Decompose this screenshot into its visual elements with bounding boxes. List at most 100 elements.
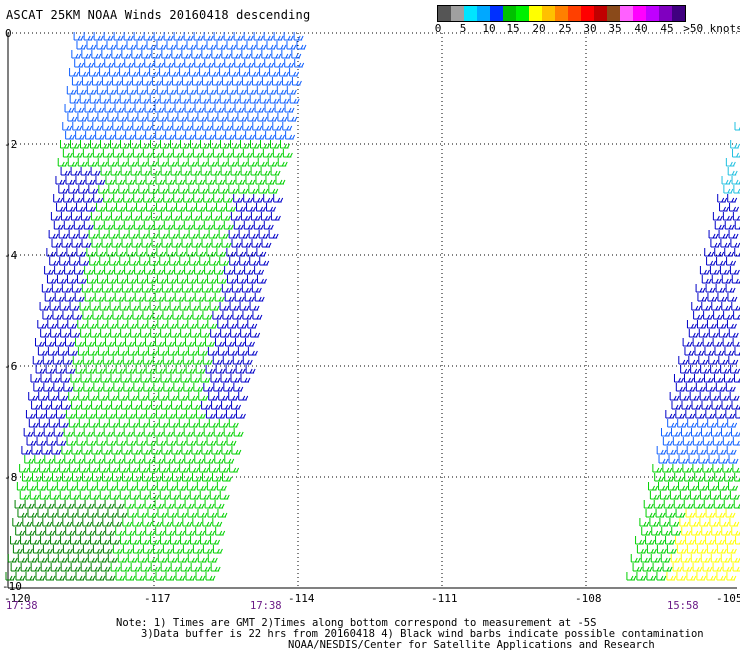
wind-barb	[19, 464, 30, 473]
wind-barb	[192, 122, 203, 131]
wind-barb	[128, 419, 139, 428]
wind-barb	[96, 41, 107, 50]
wind-barb	[252, 149, 263, 158]
wind-barb	[171, 77, 182, 86]
wind-barb	[155, 572, 166, 581]
wind-barb	[180, 167, 191, 176]
wind-barb	[197, 320, 208, 329]
wind-barb	[731, 176, 740, 185]
wind-barb	[732, 149, 740, 158]
wind-barb	[710, 554, 721, 563]
wind-barb	[131, 473, 142, 482]
wind-barb	[74, 104, 85, 113]
wind-barb	[690, 554, 701, 563]
wind-barb	[707, 293, 718, 302]
wind-barb	[259, 95, 270, 104]
wind-barb	[691, 401, 702, 410]
wind-barb	[64, 455, 75, 464]
wind-barb	[162, 356, 173, 365]
wind-barb	[636, 545, 647, 554]
wind-barb	[55, 338, 65, 347]
wind-barb	[62, 518, 73, 527]
wind-barb	[665, 410, 676, 419]
wind-barb	[675, 509, 686, 518]
wind-barb	[160, 563, 171, 572]
wind-barb	[228, 230, 239, 239]
wind-barb	[241, 284, 252, 293]
wind-barb	[242, 356, 253, 365]
wind-barb	[114, 455, 125, 464]
wind-barb	[148, 230, 159, 239]
wind-barb	[104, 266, 115, 275]
wind-barb	[115, 338, 125, 347]
wind-barb	[220, 167, 231, 176]
wind-barb	[245, 365, 256, 374]
wind-barb	[222, 122, 233, 131]
wind-barb	[686, 446, 697, 455]
wind-barb	[52, 545, 63, 554]
wind-barb	[711, 527, 722, 536]
wind-barb	[76, 41, 87, 50]
wind-barb	[85, 365, 96, 374]
wind-barb	[115, 365, 126, 374]
wind-barb	[206, 41, 217, 50]
wind-barb	[291, 77, 302, 86]
wind-barb	[701, 428, 711, 437]
wind-barb	[693, 500, 704, 509]
wind-barb	[121, 401, 132, 410]
wind-barb	[134, 266, 145, 275]
wind-barb	[720, 239, 731, 248]
wind-barb	[92, 311, 103, 320]
wind-barb	[166, 41, 177, 50]
wind-barb	[105, 338, 115, 347]
wind-barb	[250, 167, 261, 176]
wind-barb	[67, 509, 78, 518]
wind-barb	[78, 419, 89, 428]
wind-barb	[149, 140, 160, 149]
wind-barb	[72, 356, 83, 365]
wind-barb	[705, 383, 716, 392]
wind-barb	[229, 140, 240, 149]
wind-barb	[120, 212, 131, 221]
wind-barb	[193, 428, 204, 437]
wind-barb	[653, 500, 664, 509]
wind-barb	[164, 266, 175, 275]
wind-barb	[109, 68, 120, 77]
wind-barb	[39, 464, 50, 473]
y-tick-label: -2	[4, 138, 17, 151]
wind-barb	[128, 230, 139, 239]
wind-barb	[692, 464, 703, 473]
wind-barb	[201, 284, 212, 293]
wind-barb	[136, 482, 147, 491]
wind-barb	[200, 329, 211, 338]
wind-barb	[30, 563, 41, 572]
wind-barb	[101, 401, 112, 410]
wind-barb	[150, 167, 161, 176]
wind-barb	[112, 545, 123, 554]
wind-barb	[142, 518, 153, 527]
wind-barb	[191, 77, 202, 86]
x-tick-label: -117	[144, 592, 171, 605]
wind-barb	[121, 446, 132, 455]
wind-barb	[664, 473, 675, 482]
wind-barb	[176, 275, 187, 284]
wind-barb	[19, 491, 30, 500]
wind-barb	[25, 527, 36, 536]
wind-barb	[124, 500, 135, 509]
wind-barb	[696, 572, 707, 581]
wind-barb	[139, 68, 150, 77]
wind-barb	[49, 257, 60, 266]
wind-barb	[57, 320, 68, 329]
wind-barb	[130, 536, 140, 545]
wind-barb	[174, 59, 185, 68]
wind-barb	[650, 554, 661, 563]
wind-barb	[232, 311, 243, 320]
wind-barb	[728, 356, 739, 365]
wind-barb	[44, 293, 55, 302]
wind-barb	[220, 212, 231, 221]
wind-barb	[227, 158, 238, 167]
wind-barb	[124, 266, 135, 275]
wind-barb	[81, 77, 92, 86]
wind-barb	[704, 473, 715, 482]
wind-barb	[707, 419, 718, 428]
